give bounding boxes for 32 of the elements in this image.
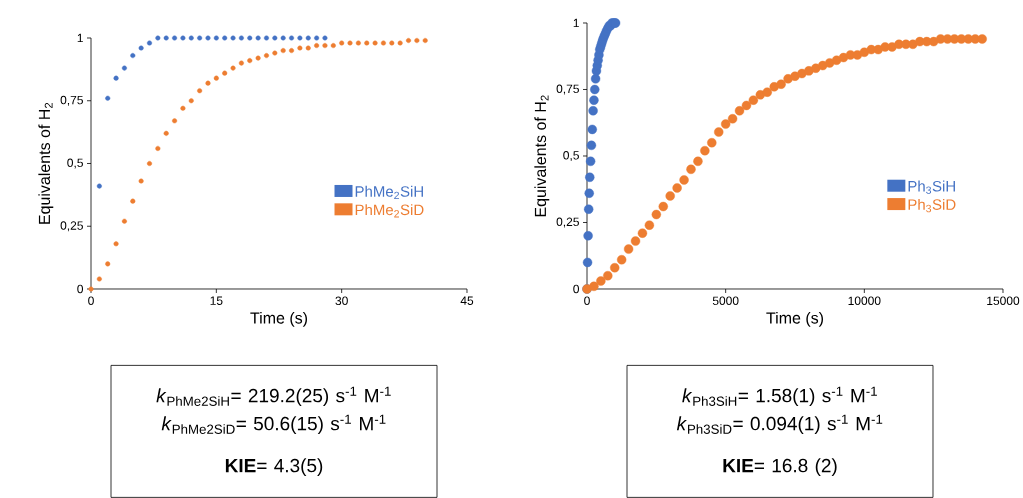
text: k$_{Ph3SiD}$= 0.094(1) s$^{-1}$ M$^{-1}$ — [676, 414, 883, 435]
x-tick-label: 15 — [210, 296, 223, 305]
text: k$_{PhMe2SiH}$= 219.2(25) s$^{-1}$ M$^{-1}$ — [156, 386, 391, 407]
x-tick-label: 0 — [584, 296, 590, 306]
y-tick-label: 0,25 — [556, 217, 579, 228]
x-tick-label: 10000 — [848, 296, 881, 306]
x-tick-label: 30 — [335, 296, 348, 306]
y-tick-label: 0,5 — [67, 158, 83, 169]
y-tick-label: 0 — [77, 284, 84, 294]
y-tick-label: 0,75 — [556, 84, 579, 95]
y-axis-title: Equivalents of H$_{2}$ — [38, 102, 54, 224]
legend-label: PhMe$_{2}$SiH — [355, 185, 423, 200]
y-tick-label: 0 — [573, 284, 580, 294]
x-tick-label: 45 — [460, 296, 474, 305]
legend-label: PhMe$_{2}$SiD — [355, 204, 424, 218]
x-tick-label: 0 — [88, 296, 94, 306]
legend-label: Ph$_{3}$SiH — [908, 180, 955, 194]
y-tick-label: 0,5 — [563, 151, 579, 161]
y-tick-label: 1 — [573, 18, 579, 28]
x-axis-title: Time (s) — [250, 311, 308, 327]
text: KIE= 16.8 (2) — [723, 458, 837, 477]
y-tick-label: 0,25 — [60, 221, 83, 232]
text: k$_{PhMe2SiD}$= 50.6(15) s$^{-1}$ M$^{-1}$ — [161, 414, 386, 435]
text: k$_{Ph3SiH}$= 1.58(1) s$^{-1}$ M$^{-1}$ — [682, 386, 877, 407]
y-tick-label: 1 — [77, 33, 83, 43]
legend-label: Ph$_{3}$SiD — [908, 198, 956, 213]
y-tick-label: 0,75 — [60, 95, 83, 106]
text: KIE= 4.3(5) — [225, 458, 323, 477]
x-tick-label: 5000 — [712, 296, 739, 306]
y-axis-title: Equivalents of H$_{2}$ — [534, 95, 550, 217]
x-axis-title: Time (s) — [766, 311, 824, 327]
x-tick-label: 15000 — [987, 296, 1020, 306]
